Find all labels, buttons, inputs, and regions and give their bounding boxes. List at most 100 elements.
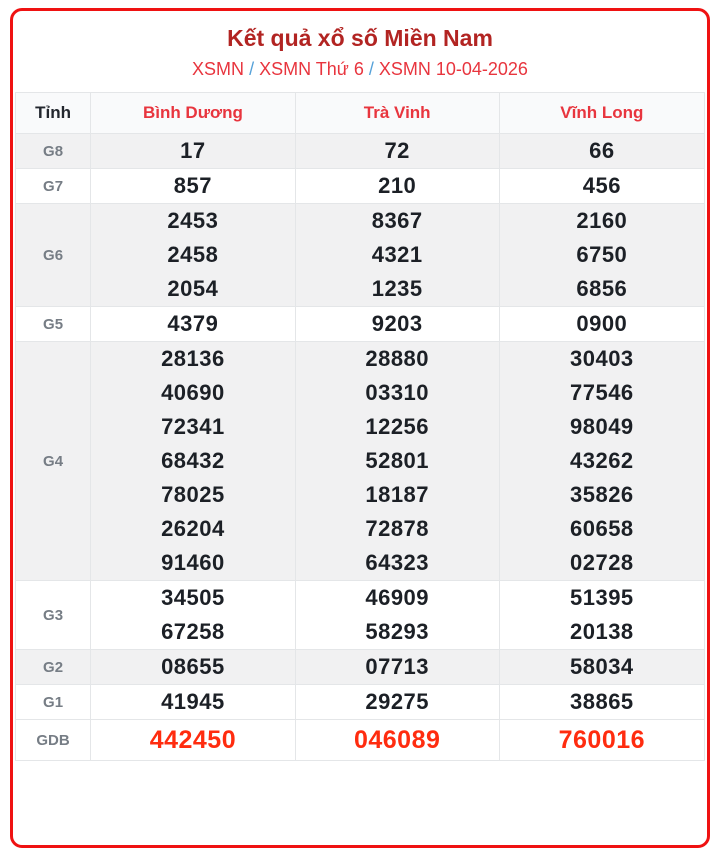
prize-tier-label: G7 [14,168,92,204]
table-row-g1: G1 41945 29275 38865 [14,684,706,720]
results-table: Tỉnh Bình Dương Trà Vinh Vĩnh Long G8 17 7… [14,92,706,761]
result-number: 456 [582,173,621,198]
result-number: 72341 [161,414,225,439]
result-cell: 07713 [294,649,500,685]
result-number: 857 [173,173,213,198]
breadcrumb-link-xsmn-date[interactable]: XSMN 10-04-2026 [378,59,528,79]
result-number: 6750 [576,242,628,267]
result-cell: 28880 03310 12256 52801 18187 72878 64323 [294,341,500,581]
result-cell: 41945 [90,684,296,720]
result-number: 442450 [149,726,237,754]
result-number: 29275 [365,689,430,714]
result-number: 12256 [365,414,430,439]
result-number: 67258 [161,619,225,644]
table-row-gdb: GDB 442450 046089 760016 [14,719,706,761]
result-number: 1235 [371,276,423,301]
result-number: 34505 [161,585,225,610]
result-number: 6856 [576,276,628,301]
result-number: 28880 [365,346,430,371]
result-number: 41945 [161,689,225,714]
result-number: 4321 [371,242,423,267]
result-number: 0900 [576,311,628,336]
result-number: 8367 [371,208,423,233]
result-number: 51395 [569,585,634,610]
prize-tier-label: G2 [14,649,92,685]
result-number: 72878 [365,516,430,541]
result-number: 17 [180,138,206,163]
breadcrumb-separator: / [249,59,255,79]
result-number: 2160 [576,208,628,233]
results-table-body: G8 17 72 66 G7 857 210 456 G6 2453 2458 2054 8367 432… [14,133,706,761]
breadcrumb-link-xsmn[interactable]: XSMN [192,59,245,79]
table-row-g3: G3 34505 67258 46909 58293 51395 20138 [14,580,706,650]
result-number: 66 [589,138,615,163]
result-cell: 8367 4321 1235 [294,203,500,307]
table-row-g2: G2 08655 07713 58034 [14,649,706,685]
table-row-g6: G6 2453 2458 2054 8367 4321 1235 2160 6750 6856 [14,203,706,307]
table-row-g8: G8 17 72 66 [14,133,706,169]
result-number: 2458 [167,242,219,267]
result-number: 07713 [365,654,430,679]
prize-tier-label: G1 [14,684,92,720]
table-row-g7: G7 857 210 456 [14,168,706,204]
result-cell: 0900 [498,306,706,342]
column-header-vinh-long[interactable]: Vĩnh Long [498,92,706,134]
column-header-binh-duong[interactable]: Bình Dương [90,92,296,134]
column-header-tra-vinh[interactable]: Trà Vinh [294,92,500,134]
result-cell: 30403 77546 98049 43262 35826 60658 02728 [498,341,706,581]
result-number: 4379 [167,311,219,336]
result-number: 52801 [365,448,430,473]
result-cell: 46909 58293 [294,580,500,650]
result-number: 30403 [569,346,634,371]
result-cell: 442450 [90,719,296,761]
result-number: 210 [378,173,417,198]
result-cell: 66 [498,133,706,169]
result-number: 64323 [365,550,430,575]
result-number: 91460 [161,550,225,575]
result-cell: 210 [294,168,500,204]
breadcrumb-separator: / [368,59,374,79]
lottery-results-card: Kết quả xổ số Miền Nam XSMN / XSMN Thứ 6/X… [10,8,710,848]
result-cell: 08655 [90,649,296,685]
result-cell: 046089 [294,719,500,761]
result-cell: 28136 40690 72341 68432 78025 26204 91460 [90,341,296,581]
result-cell: 9203 [294,306,500,342]
prize-tier-label: G6 [14,203,92,307]
result-number: 43262 [569,448,634,473]
result-number: 03310 [365,380,430,405]
result-cell: 456 [498,168,706,204]
result-number: 68432 [161,448,225,473]
result-cell: 2160 6750 6856 [498,203,706,307]
result-cell: 857 [90,168,296,204]
result-number: 78025 [161,482,225,507]
prize-tier-label: G3 [14,580,92,650]
result-number: 08655 [161,654,225,679]
column-header-province: Tỉnh [14,92,92,134]
result-number: 18187 [365,482,430,507]
result-number: 02728 [569,550,634,575]
result-number: 77546 [569,380,634,405]
result-cell: 51395 20138 [498,580,706,650]
result-number: 26204 [161,516,225,541]
result-cell: 72 [294,133,500,169]
result-number: 760016 [558,726,646,754]
result-number: 98049 [569,414,634,439]
header-row: Tỉnh Bình Dương Trà Vinh Vĩnh Long [14,92,706,134]
result-number: 60658 [569,516,634,541]
breadcrumb-link-xsmn-thu6[interactable]: XSMN Thứ 6 [259,59,364,79]
prize-tier-label: G8 [14,133,92,169]
result-number: 72 [384,138,410,163]
table-row-g5: G5 4379 9203 0900 [14,306,706,342]
result-number: 046089 [353,726,441,754]
result-number: 40690 [161,380,225,405]
prize-tier-label: G4 [14,341,92,581]
result-cell: 34505 67258 [90,580,296,650]
result-number: 2054 [167,276,219,301]
result-cell: 4379 [90,306,296,342]
results-table-header: Tỉnh Bình Dương Trà Vinh Vĩnh Long [14,92,706,134]
result-number: 46909 [365,585,430,610]
result-number: 35826 [569,482,634,507]
prize-tier-label: G5 [14,306,92,342]
result-cell: 38865 [498,684,706,720]
result-number: 20138 [569,619,634,644]
